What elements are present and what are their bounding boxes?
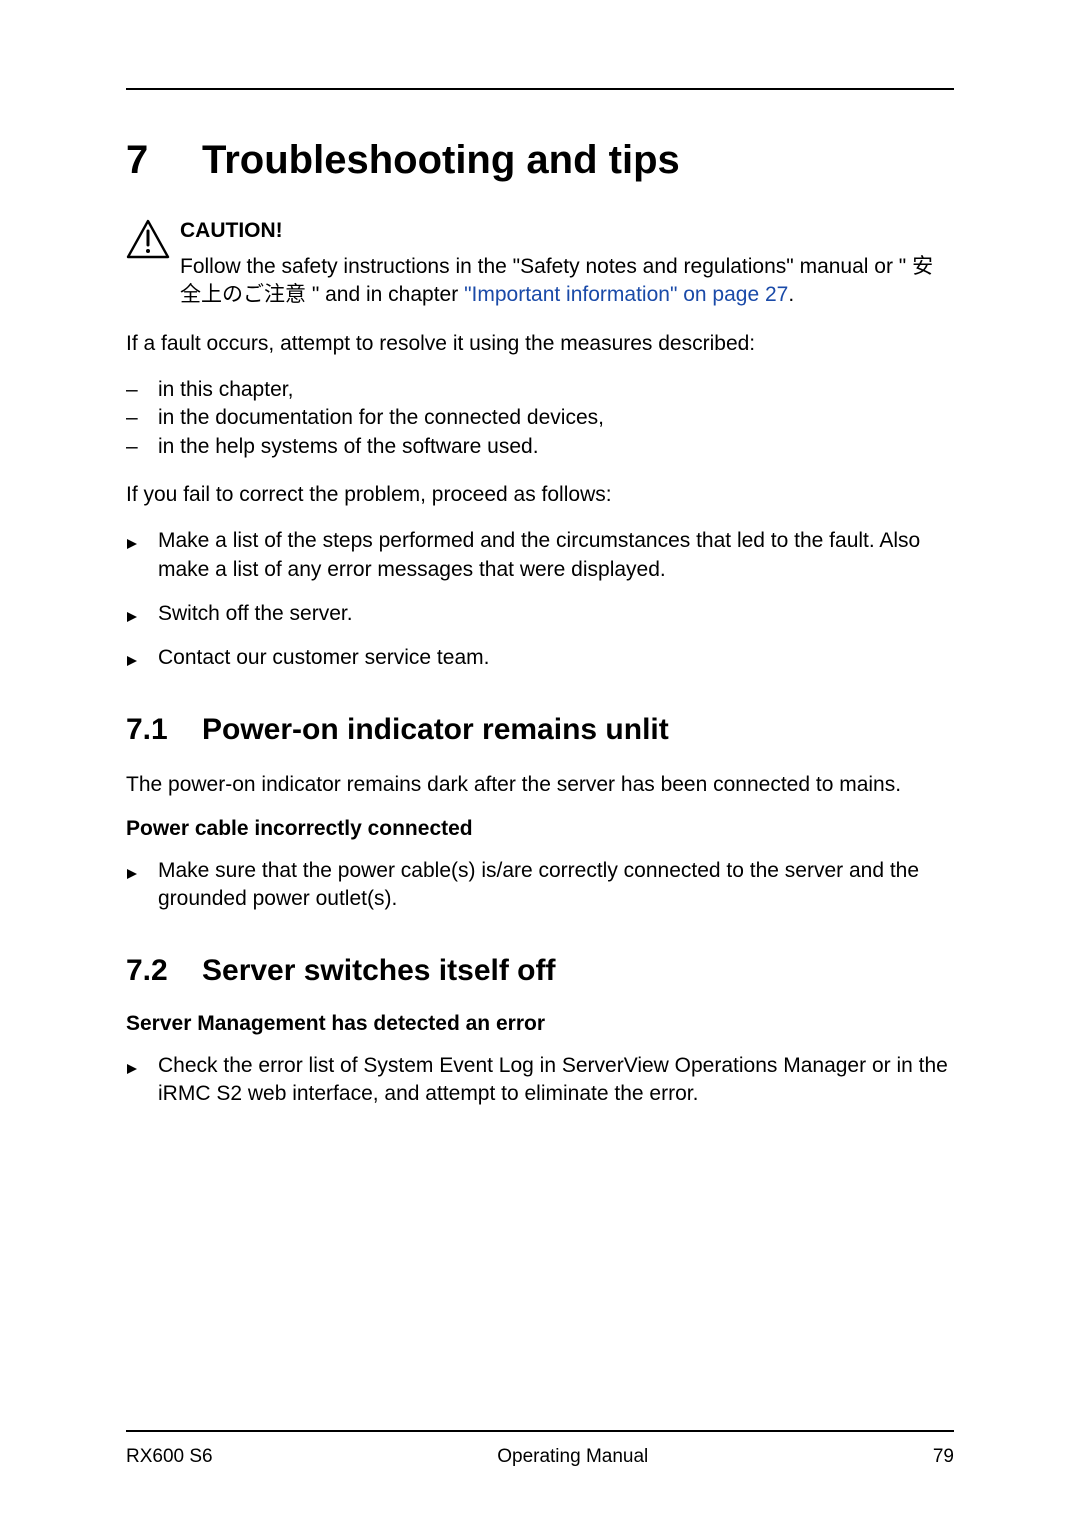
chapter-title: Troubleshooting and tips bbox=[202, 138, 680, 183]
triangle-icon bbox=[126, 1055, 138, 1083]
dash-item: in the documentation for the connected d… bbox=[126, 404, 954, 432]
action-text: Check the error list of System Event Log… bbox=[158, 1054, 948, 1105]
chapter-number: 7 bbox=[126, 138, 202, 183]
section-7-1-action-list: Make sure that the power cable(s) is/are… bbox=[126, 857, 954, 914]
action-item: Check the error list of System Event Log… bbox=[126, 1052, 954, 1109]
dash-list: in this chapter, in the documentation fo… bbox=[126, 376, 954, 461]
page: 7 Troubleshooting and tips CAUTION! Foll… bbox=[0, 0, 1080, 1526]
action-text: Make a list of the steps performed and t… bbox=[158, 529, 920, 580]
triangle-icon bbox=[126, 860, 138, 888]
caution-text-after: . bbox=[788, 283, 794, 306]
section-title: Server switches itself off bbox=[202, 954, 555, 988]
action-item: Make sure that the power cable(s) is/are… bbox=[126, 857, 954, 914]
triangle-icon bbox=[126, 530, 138, 558]
section-number: 7.2 bbox=[126, 954, 202, 988]
action-item: Contact our customer service team. bbox=[126, 644, 954, 672]
action-item: Make a list of the steps performed and t… bbox=[126, 527, 954, 584]
caution-icon bbox=[126, 219, 174, 264]
top-rule bbox=[126, 88, 954, 90]
section-7-2-action-list: Check the error list of System Event Log… bbox=[126, 1052, 954, 1109]
action-text: Make sure that the power cable(s) is/are… bbox=[158, 859, 919, 910]
fail-paragraph: If you fail to correct the problem, proc… bbox=[126, 481, 954, 509]
action-list: Make a list of the steps performed and t… bbox=[126, 527, 954, 672]
caution-label: CAUTION! bbox=[180, 219, 954, 243]
caution-text: Follow the safety instructions in the "S… bbox=[180, 253, 954, 310]
section-7-1-heading: 7.1 Power-on indicator remains unlit bbox=[126, 713, 954, 747]
caution-block: CAUTION! Follow the safety instructions … bbox=[126, 219, 954, 310]
footer-left: RX600 S6 bbox=[126, 1446, 213, 1468]
section-7-2-subheading: Server Management has detected an error bbox=[126, 1012, 954, 1036]
intro-paragraph: If a fault occurs, attempt to resolve it… bbox=[126, 330, 954, 358]
dash-item: in this chapter, bbox=[126, 376, 954, 404]
section-title: Power-on indicator remains unlit bbox=[202, 713, 669, 747]
action-item: Switch off the server. bbox=[126, 600, 954, 628]
caution-content: CAUTION! Follow the safety instructions … bbox=[180, 219, 954, 310]
triangle-icon bbox=[126, 603, 138, 631]
footer: RX600 S6 Operating Manual 79 bbox=[126, 1430, 954, 1468]
chapter-heading: 7 Troubleshooting and tips bbox=[126, 138, 954, 183]
footer-right: 79 bbox=[933, 1446, 954, 1468]
action-text: Contact our customer service team. bbox=[158, 646, 489, 669]
section-7-1-subheading: Power cable incorrectly connected bbox=[126, 817, 954, 841]
action-text: Switch off the server. bbox=[158, 602, 353, 625]
bottom-rule bbox=[126, 1430, 954, 1432]
triangle-icon bbox=[126, 647, 138, 675]
dash-item: in the help systems of the software used… bbox=[126, 433, 954, 461]
footer-center: Operating Manual bbox=[497, 1446, 648, 1468]
section-7-1-paragraph: The power-on indicator remains dark afte… bbox=[126, 771, 954, 799]
caution-link[interactable]: "Important information" on page 27 bbox=[464, 283, 788, 306]
section-7-2-heading: 7.2 Server switches itself off bbox=[126, 954, 954, 988]
section-number: 7.1 bbox=[126, 713, 202, 747]
footer-row: RX600 S6 Operating Manual 79 bbox=[126, 1446, 954, 1468]
